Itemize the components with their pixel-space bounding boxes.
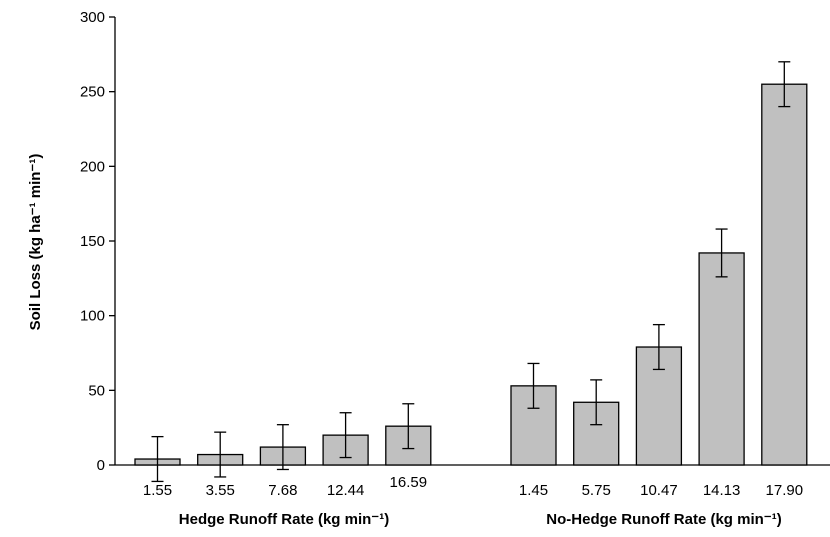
y-tick-label: 200 — [80, 158, 105, 175]
bar — [698, 252, 745, 466]
x-tick-label: 1.45 — [519, 482, 548, 499]
bar — [573, 401, 620, 466]
x-tick-label: 7.68 — [268, 482, 297, 499]
x-tick-label: 16.59 — [390, 474, 428, 491]
hedge-axis-title: Hedge Runoff Rate (kg min⁻¹) — [179, 511, 389, 528]
y-tick-label: 300 — [80, 9, 105, 26]
y-tick-label: 150 — [80, 233, 105, 250]
no-hedge-axis-title: No-Hedge Runoff Rate (kg min⁻¹) — [546, 511, 781, 528]
y-tick-label: 100 — [80, 308, 105, 325]
x-tick-label: 3.55 — [206, 482, 235, 499]
x-tick-labels: 1.55 3.55 7.68 12.44 16.59 1.45 5.75 10.47 14.13… — [143, 474, 803, 499]
x-tick-label: 1.55 — [143, 482, 172, 499]
y-tick-label: 0 — [97, 457, 105, 474]
x-tick-label: 17.90 — [766, 482, 804, 499]
y-tick-label: 50 — [88, 382, 105, 399]
y-axis-title: Soil Loss (kg ha⁻¹ min⁻¹) — [27, 154, 44, 331]
x-tick-label: 12.44 — [327, 482, 365, 499]
x-tick-label: 10.47 — [640, 482, 678, 499]
y-tick-label: 250 — [80, 84, 105, 101]
x-tick-label: 14.13 — [703, 482, 741, 499]
bar — [761, 83, 808, 466]
bars — [134, 61, 808, 483]
x-tick-label: 5.75 — [582, 482, 611, 499]
